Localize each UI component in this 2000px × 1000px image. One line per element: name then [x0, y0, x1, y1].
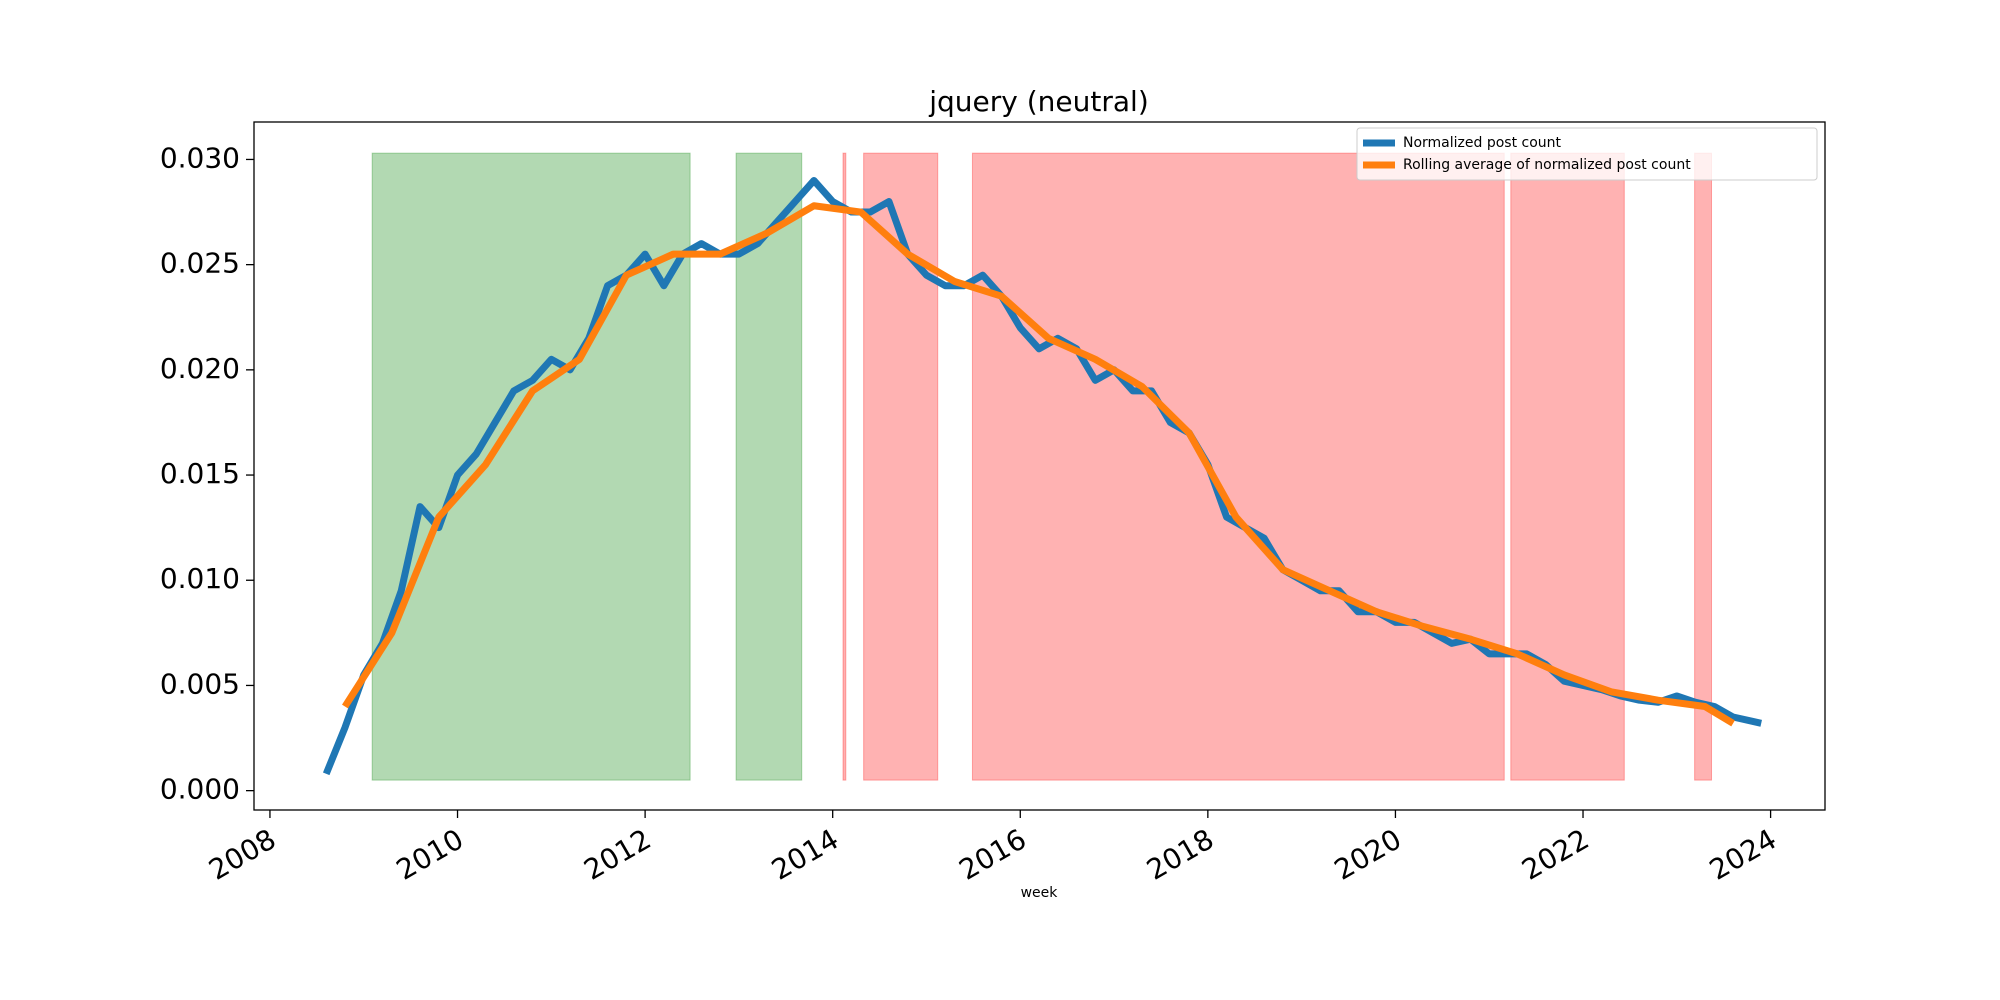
shaded-span	[971, 152, 1505, 781]
line-series	[342, 202, 1735, 727]
x-tick-label: 2020	[1329, 822, 1407, 886]
shaded-span	[863, 152, 939, 781]
plot-frame	[253, 121, 1826, 811]
legend-label: Rolling average of normalized post count	[1403, 157, 1691, 173]
shaded-span	[735, 152, 803, 781]
x-tick-label: 2022	[1516, 822, 1594, 886]
y-tick-label: 0.010	[160, 562, 240, 595]
y-tick-label: 0.000	[160, 773, 240, 806]
y-tick-label: 0.025	[160, 247, 240, 280]
x-tick-label: 2012	[578, 822, 656, 886]
y-tick-label: 0.015	[160, 457, 240, 490]
x-tick-label: 2024	[1704, 822, 1782, 886]
x-tick-label: 2016	[954, 822, 1032, 886]
legend-box	[1356, 127, 1818, 181]
x-tick-label: 2018	[1141, 822, 1219, 886]
shaded-span	[1694, 152, 1713, 781]
y-tick-label: 0.030	[160, 141, 240, 174]
x-axis-label: week	[1021, 885, 1059, 901]
y-tick-label: 0.005	[160, 667, 240, 700]
shaded-span	[371, 152, 691, 781]
x-tick-label: 2008	[203, 822, 281, 886]
x-tick-label: 2014	[766, 822, 844, 886]
chart-title: jquery (neutral)	[928, 85, 1149, 118]
x-tick-label: 2010	[391, 822, 469, 886]
shaded-span	[1510, 152, 1625, 781]
y-tick-label: 0.020	[160, 352, 240, 385]
shaded-span	[842, 152, 847, 781]
legend-label: Normalized post count	[1403, 135, 1562, 151]
